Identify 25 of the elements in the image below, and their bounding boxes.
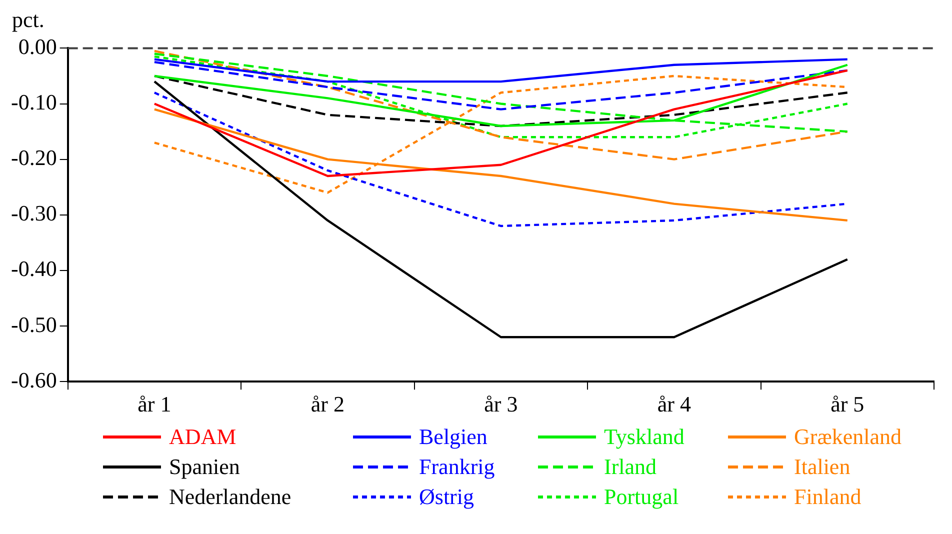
y-tick-label: -0.40 — [11, 256, 57, 282]
legend-label: Frankrig — [419, 454, 495, 480]
x-tick-label: år 3 — [484, 392, 518, 417]
legend-label: Belgien — [419, 424, 488, 450]
legend-label: Portugal — [604, 484, 679, 510]
legend-label: ADAM — [169, 424, 236, 450]
y-axis-title: pct. — [12, 7, 46, 32]
x-tick-label: år 4 — [657, 392, 691, 417]
y-tick-label: -0.20 — [11, 145, 57, 170]
legend-label: Irland — [604, 454, 657, 480]
legend-label: Nederlandene — [169, 484, 292, 510]
y-tick-label: 0.00 — [18, 34, 57, 59]
y-tick-label: -0.10 — [11, 90, 57, 115]
x-tick-label: år 2 — [310, 392, 344, 417]
y-tick-label: -0.60 — [11, 367, 57, 392]
legend-label: Italien — [794, 454, 850, 480]
legend-label: Spanien — [169, 454, 240, 480]
legend-label: Finland — [794, 484, 862, 510]
legend-label: Grækenland — [794, 424, 902, 450]
legend-label: Tyskland — [604, 424, 684, 450]
legend-label: Østrig — [419, 484, 474, 510]
y-tick-label: -0.50 — [11, 312, 57, 337]
y-tick-label: -0.30 — [11, 200, 57, 226]
x-tick-label: år 1 — [138, 392, 172, 417]
x-tick-label: år 5 — [830, 392, 864, 417]
